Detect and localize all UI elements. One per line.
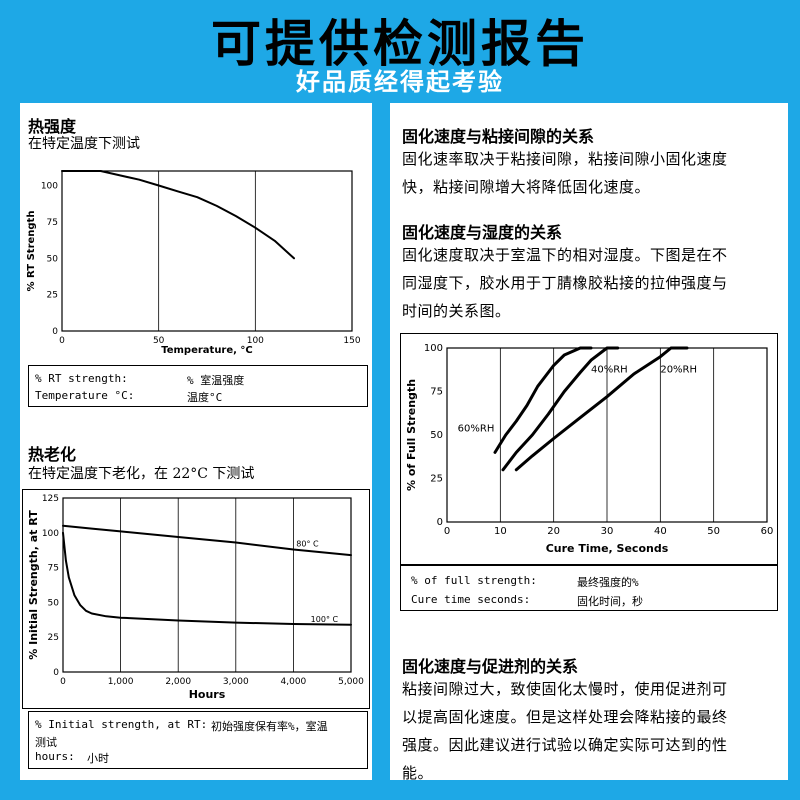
right-panel: 固化速度与粘接间隙的关系 固化速率取决于粘接间隙，粘接间隙小固化速度 快，粘接间… [390,103,788,782]
accelerator-line: 粘接间隙过大，致使固化太慢时，使用促进剂可 [402,680,728,698]
heat-strength-subheading: 在特定温度下测试 [28,136,140,152]
x-tick-label: 20 [547,526,560,537]
legend-value: 固化时间，秒 [577,595,643,608]
legend-label: % Initial strength, at RT: [35,718,208,731]
banner-title: 可提供检测报告 [211,15,589,73]
legend-value: % 室温强度 [187,374,245,387]
y-tick-label: 100 [424,343,443,354]
humidity-chart: 0 10 20 30 40 50 60 0 25 50 75 100 Cure Time, Second… [405,343,774,555]
accelerator-heading: 固化速度与促进剂的关系 [402,657,579,676]
x-tick-label: 4,000 [281,677,307,687]
left-panel: 热强度 在特定温度下测试 0 50 100 150 0 25 50 75 100 Temperat… [20,103,372,780]
y-tick-label: 50 [430,430,443,441]
series-line [514,346,689,472]
legend-label: hours: [35,750,75,763]
x-tick-label: 100 [247,336,264,346]
gap-text: 固化速率取决于粘接间隙，粘接间隙小固化速度 快，粘接间隙增大将降低固化速度。 [402,145,728,201]
accelerator-line: 强度。因此建议进行试验以确定实际可达到的性 [402,736,728,754]
y-tick-label: 50 [48,598,60,608]
gap-heading: 固化速度与粘接间隙的关系 [402,127,595,146]
y-tick-label: 0 [52,327,58,337]
legend-value: 测试 [35,736,57,749]
y-axis-label: % RT Strength [26,211,37,292]
x-tick-label: 1,000 [108,677,134,687]
legend-value: 初始强度保有率%，室温 [211,720,328,733]
humidity-legend: % of full strength: 最终强度的% Cure time sec… [400,565,778,611]
legend-label: % RT strength: [35,372,128,385]
humidity-text: 固化速度取决于室温下的相对湿度。下图是在不 同湿度下，胶水用于丁腈橡胶粘接的拉伸… [402,241,728,325]
heat-aging-heading: 热老化 [28,445,77,464]
humidity-line: 同湿度下，胶水用于丁腈橡胶粘接的拉伸强度与 [402,274,728,292]
y-tick-label: 25 [48,633,59,643]
y-tick-label: 100 [41,182,58,192]
gap-line: 快，粘接间隙增大将降低固化速度。 [402,178,651,196]
humidity-line: 固化速度取决于室温下的相对湿度。下图是在不 [402,246,728,264]
heat-aging-subheading: 在特定温度下老化，在 22°C 下测试 [28,466,255,482]
legend-value: 温度°C [187,391,223,404]
humidity-chart-frame: 0 10 20 30 40 50 60 0 25 50 75 100 Cure Time, Second… [400,333,778,565]
x-tick-label: 50 [707,526,720,537]
series-line [501,346,620,472]
x-tick-label: 30 [601,526,614,537]
humidity-heading: 固化速度与湿度的关系 [402,223,563,242]
series-line [62,531,352,626]
series-label: 100° C [311,615,339,624]
heat-strength-heading: 热强度 [28,117,77,136]
series-line [61,170,295,260]
legend-value: 小时 [87,752,109,765]
y-tick-label: 50 [47,254,59,264]
x-tick-label: 40 [654,526,667,537]
series-line [493,346,593,454]
x-axis-label: Temperature, °C [161,345,253,356]
series-line [62,524,352,557]
y-tick-label: 125 [42,494,59,504]
x-tick-label: 3,000 [223,677,249,687]
x-tick-label: 0 [59,336,65,346]
x-tick-label: 0 [60,677,66,687]
heat-aging-legend: % Initial strength, at RT: 初始强度保有率%，室温 测… [28,711,368,769]
humidity-line: 时间的关系图。 [402,302,511,320]
x-tick-label: 5,000 [338,677,364,687]
y-tick-label: 25 [430,474,443,485]
y-tick-label: 100 [42,529,59,539]
x-axis-label: Cure Time, Seconds [546,542,669,555]
accelerator-line: 以提高固化速度。但是这样处理会降粘接的最终 [402,708,728,726]
y-tick-label: 75 [47,218,58,228]
y-tick-label: 75 [430,387,443,398]
accelerator-line: 能。 [402,764,434,782]
y-axis-label: % Initial Strength, at RT [27,510,40,660]
y-tick-label: 0 [53,668,59,678]
x-axis-label: Hours [189,688,226,701]
banner-subtitle: 好品质经得起考验 [296,68,504,96]
series-label: 40%RH [591,364,628,375]
heat-aging-chart-frame: 0 1,000 2,000 3,000 4,000 5,000 0 25 50 75 100 125 H… [22,489,370,709]
legend-label: Temperature °C: [35,389,135,402]
legend-label: % of full strength: [411,574,537,587]
y-tick-label: 25 [47,291,58,301]
y-tick-label: 0 [437,517,443,528]
series-label: 80° C [296,540,319,549]
heat-strength-legend: % RT strength: % 室温强度 Temperature °C: 温度… [28,365,368,407]
x-tick-label: 10 [494,526,507,537]
x-tick-label: 50 [153,336,165,346]
plot-frame [61,170,353,332]
series-label: 20%RH [660,364,697,375]
x-tick-label: 60 [761,526,774,537]
accelerator-text: 粘接间隙过大，致使固化太慢时，使用促进剂可 以提高固化速度。但是这样处理会降粘接… [402,675,728,787]
x-tick-label: 2,000 [165,677,191,687]
x-tick-label: 0 [444,526,450,537]
legend-value: 最终强度的% [577,576,639,589]
series-label: 60%RH [458,424,495,435]
y-axis-label: % of Full Strength [405,379,418,491]
y-tick-label: 75 [48,564,59,574]
x-tick-label: 150 [343,336,360,346]
heat-aging-chart: 0 1,000 2,000 3,000 4,000 5,000 0 25 50 75 100 125 H… [27,494,364,701]
gap-line: 固化速率取决于粘接间隙，粘接间隙小固化速度 [402,150,728,168]
plot-frame [62,497,352,673]
legend-label: Cure time seconds: [411,593,531,606]
